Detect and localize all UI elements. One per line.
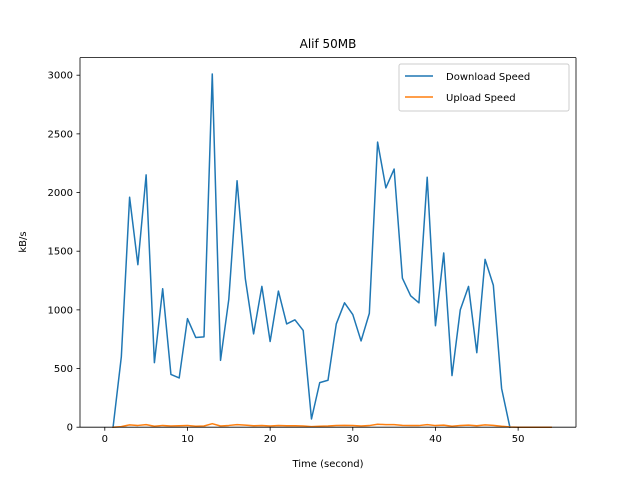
series-line-download-speed [112,73,511,429]
y-tick-label: 2500 [48,129,73,140]
x-tick-label: 0 [102,434,108,445]
y-axis-ticks: 0 500 1000 1500 2000 2500 3000 [48,71,80,434]
chart-title: Alif 50MB [300,37,357,51]
x-axis-label: Time (second) [291,459,363,470]
x-axis-ticks: 0 10 20 30 40 50 [102,427,525,445]
y-axis-label: kB/s [18,231,29,252]
plot-area [80,57,576,428]
y-tick-label: 3000 [48,71,73,82]
series-layer [112,73,552,429]
y-tick-label: 1500 [48,247,73,258]
y-tick-label: 2000 [48,188,73,199]
y-tick-label: 500 [54,364,73,375]
legend: Download Speed Upload Speed [398,63,570,112]
legend-label-upload-speed: Upload Speed [446,93,516,104]
x-tick-label: 20 [264,434,277,445]
x-tick-label: 10 [181,434,194,445]
series-line-upload-speed [112,422,552,429]
y-tick-label: 0 [67,423,73,434]
plot-frame [79,57,577,428]
x-tick-label: 30 [346,434,359,445]
legend-box [398,63,570,112]
y-tick-label: 1000 [48,305,73,316]
x-tick-label: 50 [512,434,525,445]
legend-label-download-speed: Download Speed [446,72,530,83]
x-tick-label: 40 [429,434,442,445]
